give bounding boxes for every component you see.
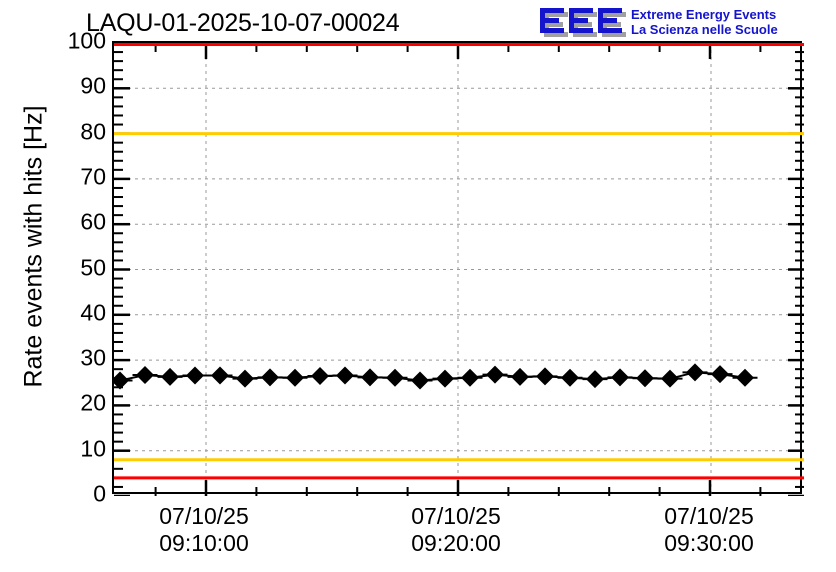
data-point-marker[interactable] xyxy=(211,366,229,385)
eee-logo-line-2: La Scienza nelle Scuole xyxy=(631,22,778,37)
x-axis-tick-label: 07/10/25 09:30:00 xyxy=(664,503,754,557)
x-axis-tick-time: 09:20:00 xyxy=(411,530,501,556)
data-point-marker[interactable] xyxy=(736,368,754,387)
y-axis-tick-labels: 0 10 20 30 40 50 60 70 80 90 100 xyxy=(0,28,106,507)
data-point-marker[interactable] xyxy=(711,365,729,384)
y-axis-tick-label: 90 xyxy=(80,72,106,99)
data-point-marker[interactable] xyxy=(136,366,154,385)
data-point-marker[interactable] xyxy=(236,369,254,388)
plot-area xyxy=(112,41,804,496)
y-axis-tick-label: 0 xyxy=(93,480,106,507)
data-point-marker[interactable] xyxy=(261,368,279,387)
y-axis-tick-label: 60 xyxy=(80,208,106,235)
data-point-marker[interactable] xyxy=(436,369,454,388)
data-point-marker[interactable] xyxy=(611,368,629,387)
data-point-marker[interactable] xyxy=(661,369,679,388)
x-axis-tick-date: 07/10/25 xyxy=(411,503,501,529)
data-point-marker[interactable] xyxy=(161,367,179,386)
data-point-marker[interactable] xyxy=(311,366,329,385)
data-point-marker[interactable] xyxy=(461,368,479,387)
data-point-marker[interactable] xyxy=(636,369,654,388)
plot-graphics xyxy=(114,43,804,496)
chart-title: LAQU-01-2025-10-07-00024 xyxy=(86,9,400,37)
eee-logo-line-1: Extreme Energy Events xyxy=(631,7,777,22)
data-point-marker[interactable] xyxy=(586,370,604,389)
y-axis-tick-label: 50 xyxy=(80,254,106,280)
data-point-marker[interactable] xyxy=(186,366,204,385)
x-axis-tick-time: 09:10:00 xyxy=(159,530,249,556)
data-point-marker[interactable] xyxy=(114,371,129,390)
data-point-marker[interactable] xyxy=(336,366,354,385)
data-point-marker[interactable] xyxy=(386,368,404,387)
x-axis-tick-label: 07/10/25 09:10:00 xyxy=(159,503,249,557)
eee-logo: Extreme Energy Events La Scienza nelle S… xyxy=(535,6,835,42)
data-point-marker[interactable] xyxy=(486,365,504,384)
data-point-marker[interactable] xyxy=(511,367,529,386)
y-axis-tick-label: 30 xyxy=(80,344,106,371)
y-axis-tick-label: 100 xyxy=(67,27,106,54)
data-point-marker[interactable] xyxy=(686,363,704,382)
eee-logo-text: Extreme Energy Events La Scienza nelle S… xyxy=(631,7,778,37)
x-axis-tick-time: 09:30:00 xyxy=(664,530,754,556)
eee-logo-mark xyxy=(540,8,626,37)
data-point-marker[interactable] xyxy=(561,368,579,387)
x-axis-tick-date: 07/10/25 xyxy=(664,503,754,529)
data-point-marker[interactable] xyxy=(536,367,554,386)
y-axis-tick-label: 20 xyxy=(80,389,106,416)
x-axis-tick-label: 07/10/25 09:20:00 xyxy=(411,503,501,557)
y-axis-tick-label: 80 xyxy=(80,118,106,145)
data-point-marker[interactable] xyxy=(286,368,304,387)
x-axis-tick-date: 07/10/25 xyxy=(159,503,249,529)
data-point-marker[interactable] xyxy=(361,368,379,387)
y-axis-tick-label: 10 xyxy=(80,435,106,462)
y-axis-tick-label: 40 xyxy=(80,299,106,326)
data-point-marker[interactable] xyxy=(411,371,429,390)
y-axis-tick-label: 70 xyxy=(80,163,106,190)
